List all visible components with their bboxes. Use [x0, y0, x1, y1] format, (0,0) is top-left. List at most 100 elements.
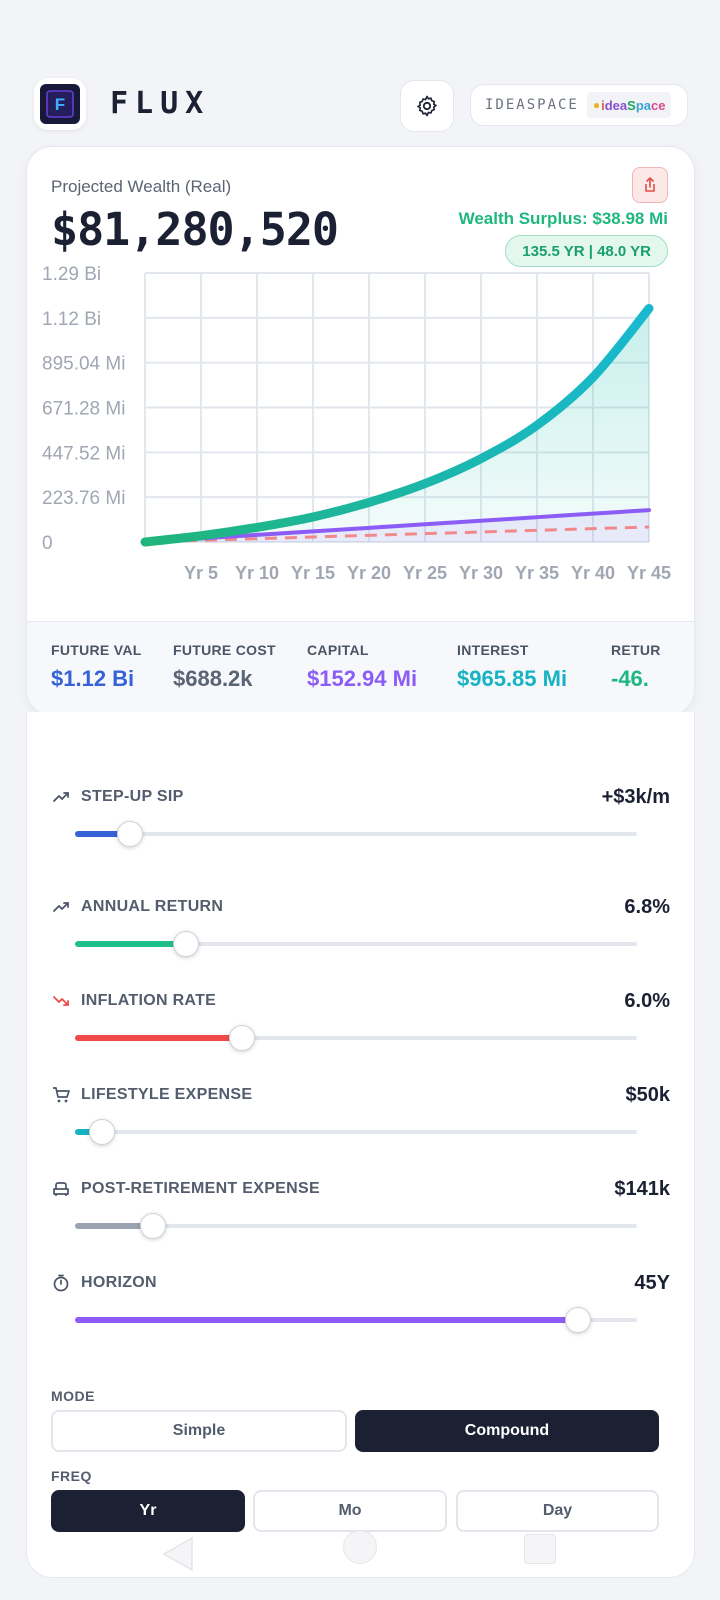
step-up-sip-value: +$3k/m: [601, 786, 670, 808]
bulb-icon: ●: [592, 98, 601, 112]
stat-label: FUTURE VAL: [51, 642, 142, 658]
x-tick-label: Yr 25: [403, 563, 447, 583]
logo-part: i: [601, 97, 605, 113]
logo-part: ce: [650, 97, 666, 113]
annual-return-slider[interactable]: [75, 931, 637, 957]
years-badge: 135.5 YR | 48.0 YR: [505, 235, 668, 267]
stats-bar[interactable]: FUTURE VAL $1.12 Bi FUTURE COST $688.2k CAPI…: [27, 621, 694, 715]
slider-label-text: LIFESTYLE EXPENSE: [81, 1086, 253, 1103]
annual-return-label: ANNUAL RETURN: [51, 898, 223, 916]
slider-label-text: POST-RETIREMENT EXPENSE: [81, 1180, 320, 1197]
post-retirement-expense-slider[interactable]: [75, 1213, 637, 1239]
y-tick-label: 671.28 Mi: [42, 399, 125, 420]
y-tick-label: 1.12 Bi: [42, 309, 101, 330]
slider-thumb[interactable]: [564, 1307, 591, 1333]
wealth-chart: 1.29 Bi 1.12 Bi 895.04 Mi 671.28 Mi 447.52 M…: [42, 264, 671, 583]
slider-thumb[interactable]: [229, 1025, 256, 1051]
slider-fill: [75, 1129, 102, 1135]
stat-interest: INTEREST $965.85 Mi: [457, 642, 567, 692]
x-tick-label: Yr 40: [571, 563, 615, 583]
step-up-sip-label: STEP-UP SIP: [51, 788, 184, 806]
freq-mo-button[interactable]: Mo: [253, 1490, 447, 1532]
lifestyle-expense-slider[interactable]: [75, 1119, 637, 1145]
lifestyle-expense-value: $50k: [625, 1084, 671, 1106]
slider-thumb[interactable]: [88, 1119, 115, 1145]
stat-future-val: FUTURE VAL $1.12 Bi: [51, 642, 142, 692]
post-retirement-expense-label: POST-RETIREMENT EXPENSE: [51, 1180, 320, 1198]
y-tick-label: 447.52 Mi: [42, 443, 125, 464]
app-logo: F: [34, 78, 86, 130]
x-tick-label: Yr 30: [459, 563, 503, 583]
slider-label-text: STEP-UP SIP: [81, 788, 184, 805]
slider-fill: [75, 1035, 243, 1041]
slider-fill: [75, 1317, 578, 1323]
slider-row-inflation-rate: INFLATION RATE 6.0%: [27, 990, 694, 1060]
future-value-area: [145, 308, 649, 542]
logo-part: dea: [604, 97, 628, 113]
freq-day-button[interactable]: Day: [456, 1490, 659, 1532]
stat-label: RETUR: [611, 642, 661, 658]
slider-thumb[interactable]: [173, 931, 200, 957]
logo-mark: F: [40, 84, 80, 124]
stat-capital: CAPITAL $152.94 Mi: [307, 642, 417, 692]
freq-label: FREQ: [51, 1468, 92, 1484]
cart-icon: [53, 1087, 70, 1103]
back-nav-button[interactable]: [162, 1536, 194, 1572]
recents-nav-button[interactable]: [524, 1534, 556, 1564]
stopwatch-icon: [53, 1274, 69, 1292]
horizon-slider[interactable]: [75, 1307, 637, 1333]
y-tick-label: 223.76 Mi: [42, 488, 125, 509]
x-tick-label: Yr 45: [627, 563, 671, 583]
stat-label: FUTURE COST: [173, 642, 276, 658]
x-tick-label: Yr 10: [235, 563, 279, 583]
logo-part: pa: [635, 97, 651, 113]
slider-label-text: HORIZON: [81, 1274, 157, 1291]
slider-fill: [75, 831, 131, 837]
future-value-line: [140, 303, 654, 547]
stat-retur: RETUR -46.: [611, 642, 661, 692]
trending-up-icon: [53, 792, 69, 802]
slider-thumb[interactable]: [117, 821, 144, 847]
brand-text: IDEASPACE: [485, 97, 579, 113]
inflation-rate-slider[interactable]: [75, 1025, 637, 1051]
trending-down-icon: [53, 996, 69, 1006]
mode-compound-button[interactable]: Compound: [355, 1410, 659, 1452]
stat-value: $152.94 Mi: [307, 666, 418, 691]
x-tick-label: Yr 5: [184, 563, 218, 583]
slider-fill: [75, 1223, 153, 1229]
projection-card: Projected Wealth (Real) $81,280,520 Weal…: [26, 146, 695, 716]
armchair-icon: [53, 1182, 69, 1196]
post-retirement-expense-value: $141k: [614, 1178, 670, 1200]
slider-row-post-retirement-expense: POST-RETIREMENT EXPENSE $141k: [27, 1178, 694, 1248]
wealth-surplus: Wealth Surplus: $38.98 Mi: [458, 209, 668, 228]
slider-thumb[interactable]: [139, 1213, 166, 1239]
y-tick-label: 1.29 Bi: [42, 264, 101, 285]
slider-label-text: INFLATION RATE: [81, 992, 217, 1009]
inflation-rate-value: 6.0%: [624, 990, 670, 1012]
future-cost-line: [144, 525, 650, 544]
freq-yr-button[interactable]: Yr: [51, 1490, 245, 1532]
logo-letter: F: [55, 95, 65, 114]
share-button[interactable]: [632, 167, 668, 203]
capital-line: [143, 508, 651, 544]
slider-row-horizon: HORIZON 45Y: [27, 1272, 694, 1342]
mode-simple-button[interactable]: Simple: [51, 1410, 347, 1452]
horizon-label: HORIZON: [51, 1274, 157, 1292]
slider-fill: [75, 941, 187, 947]
slider-row-lifestyle-expense: LIFESTYLE EXPENSE $50k: [27, 1084, 694, 1154]
share-icon: [645, 177, 655, 192]
y-tick-label: 895.04 Mi: [42, 354, 125, 375]
horizon-value: 45Y: [634, 1272, 670, 1294]
stat-future-cost: FUTURE COST $688.2k: [173, 642, 276, 692]
controls-card: MODE Simple Compound FREQ Yr Mo Day STEP…: [26, 712, 695, 1578]
stat-value: $688.2k: [173, 666, 253, 691]
slider-row-step-up-sip: STEP-UP SIP +$3k/m: [27, 786, 694, 856]
logo-part: S: [627, 97, 636, 113]
home-nav-button[interactable]: [343, 1530, 377, 1564]
slider-label-text: ANNUAL RETURN: [81, 898, 224, 915]
settings-button[interactable]: [400, 80, 454, 132]
x-tick-label: Yr 35: [515, 563, 559, 583]
step-up-sip-slider[interactable]: [75, 821, 637, 847]
